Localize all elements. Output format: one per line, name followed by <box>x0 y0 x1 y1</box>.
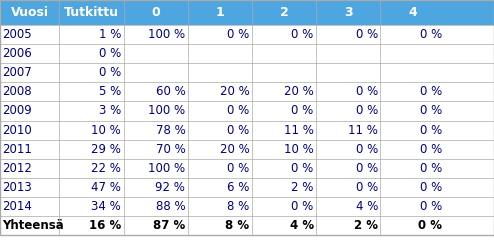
Bar <box>0 25 494 44</box>
Text: Yhteensä: Yhteensä <box>2 219 64 232</box>
Text: 0 %: 0 % <box>227 105 249 117</box>
Bar <box>0 120 494 140</box>
Text: 60 %: 60 % <box>156 86 185 98</box>
Text: 0 %: 0 % <box>420 105 442 117</box>
Text: 0 %: 0 % <box>420 28 442 41</box>
Text: 0 %: 0 % <box>356 181 378 194</box>
Text: 2007: 2007 <box>2 67 32 79</box>
Text: 11 %: 11 % <box>284 124 314 136</box>
Text: 0 %: 0 % <box>291 105 314 117</box>
Text: Tutkittu: Tutkittu <box>64 6 119 19</box>
Text: 0: 0 <box>151 6 160 19</box>
Text: 2011: 2011 <box>2 143 32 155</box>
Text: 88 %: 88 % <box>156 200 185 213</box>
Text: 20 %: 20 % <box>284 86 314 98</box>
Bar <box>0 82 494 101</box>
Text: 2: 2 <box>280 6 288 19</box>
Bar <box>0 44 494 63</box>
Text: 0 %: 0 % <box>420 181 442 194</box>
Text: 0 %: 0 % <box>227 162 249 174</box>
Text: 0 %: 0 % <box>420 200 442 213</box>
Text: 87 %: 87 % <box>153 219 185 232</box>
Text: 22 %: 22 % <box>91 162 121 174</box>
Text: 20 %: 20 % <box>220 143 249 155</box>
Text: 8 %: 8 % <box>227 200 249 213</box>
Text: 2010: 2010 <box>2 124 32 136</box>
Text: 1 %: 1 % <box>99 28 121 41</box>
Bar <box>0 63 494 82</box>
Text: 2 %: 2 % <box>354 219 378 232</box>
Text: 2 %: 2 % <box>291 181 314 194</box>
Text: 2012: 2012 <box>2 162 32 174</box>
Text: 0 %: 0 % <box>356 86 378 98</box>
Text: 0 %: 0 % <box>227 124 249 136</box>
Text: 2014: 2014 <box>2 200 32 213</box>
Text: 4: 4 <box>408 6 417 19</box>
Text: 1: 1 <box>215 6 224 19</box>
Text: 4 %: 4 % <box>289 219 314 232</box>
Text: 100 %: 100 % <box>148 28 185 41</box>
Text: 2006: 2006 <box>2 47 32 60</box>
Text: 3: 3 <box>344 6 353 19</box>
Bar <box>0 159 494 178</box>
Text: 0 %: 0 % <box>418 219 442 232</box>
Text: 10 %: 10 % <box>284 143 314 155</box>
Text: 0 %: 0 % <box>420 143 442 155</box>
Text: 0 %: 0 % <box>420 86 442 98</box>
Text: 16 %: 16 % <box>89 219 121 232</box>
Text: 6 %: 6 % <box>227 181 249 194</box>
Text: 100 %: 100 % <box>148 105 185 117</box>
Text: 4 %: 4 % <box>356 200 378 213</box>
Text: 2008: 2008 <box>2 86 32 98</box>
Text: 2009: 2009 <box>2 105 32 117</box>
Text: 2013: 2013 <box>2 181 32 194</box>
Text: 0 %: 0 % <box>356 28 378 41</box>
Bar <box>0 178 494 197</box>
Text: 11 %: 11 % <box>348 124 378 136</box>
Bar <box>0 216 494 235</box>
Text: 92 %: 92 % <box>156 181 185 194</box>
Text: 8 %: 8 % <box>225 219 249 232</box>
Text: 70 %: 70 % <box>156 143 185 155</box>
Text: 0 %: 0 % <box>227 28 249 41</box>
Text: 0 %: 0 % <box>356 143 378 155</box>
Text: 0 %: 0 % <box>356 162 378 174</box>
Text: 20 %: 20 % <box>220 86 249 98</box>
Text: 34 %: 34 % <box>91 200 121 213</box>
Bar <box>0 0 494 25</box>
Text: 10 %: 10 % <box>91 124 121 136</box>
Bar <box>0 140 494 159</box>
Text: 0 %: 0 % <box>99 47 121 60</box>
Text: 2005: 2005 <box>2 28 32 41</box>
Text: 100 %: 100 % <box>148 162 185 174</box>
Bar <box>0 197 494 216</box>
Text: 0 %: 0 % <box>420 124 442 136</box>
Text: Vuosi: Vuosi <box>11 6 48 19</box>
Text: 29 %: 29 % <box>91 143 121 155</box>
Text: 47 %: 47 % <box>91 181 121 194</box>
Bar <box>0 101 494 120</box>
Text: 0 %: 0 % <box>99 67 121 79</box>
Text: 0 %: 0 % <box>291 200 314 213</box>
Text: 0 %: 0 % <box>291 28 314 41</box>
Text: 0 %: 0 % <box>291 162 314 174</box>
Text: 5 %: 5 % <box>99 86 121 98</box>
Text: 3 %: 3 % <box>99 105 121 117</box>
Text: 78 %: 78 % <box>156 124 185 136</box>
Text: 0 %: 0 % <box>356 105 378 117</box>
Text: 0 %: 0 % <box>420 162 442 174</box>
